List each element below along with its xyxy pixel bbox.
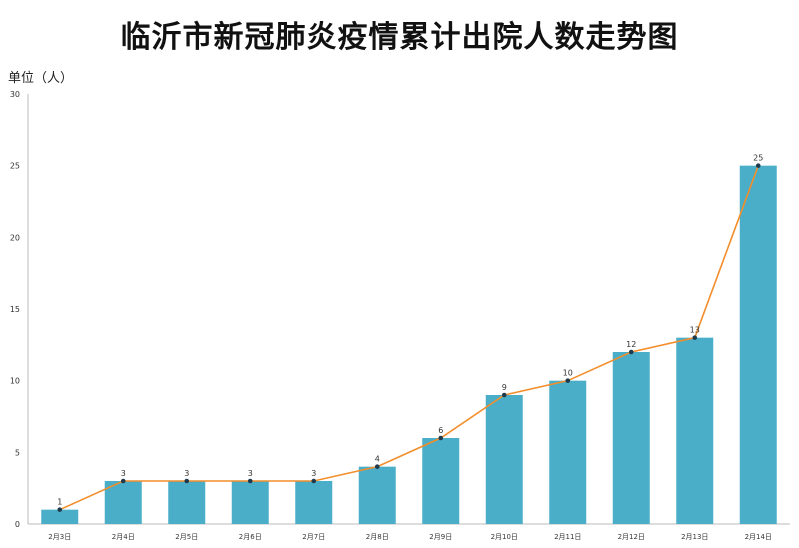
bar bbox=[168, 481, 206, 524]
data-label: 3 bbox=[121, 469, 126, 478]
line-point bbox=[311, 478, 317, 484]
y-tick-label: 10 bbox=[10, 377, 20, 386]
line-point bbox=[438, 435, 444, 441]
data-label: 25 bbox=[753, 154, 763, 163]
data-label: 4 bbox=[375, 455, 380, 464]
line-point bbox=[501, 392, 507, 398]
x-tick-label: 2月9日 bbox=[429, 533, 452, 541]
bar bbox=[422, 438, 460, 524]
data-label: 9 bbox=[502, 383, 507, 392]
line-point bbox=[628, 349, 634, 355]
bar bbox=[231, 481, 269, 524]
bar bbox=[612, 352, 650, 524]
y-tick-label: 15 bbox=[10, 305, 20, 314]
data-label: 3 bbox=[184, 469, 189, 478]
x-tick-label: 2月3日 bbox=[48, 533, 71, 541]
x-tick-label: 2月6日 bbox=[239, 533, 262, 541]
bar bbox=[485, 395, 523, 524]
x-tick-label: 2月4日 bbox=[112, 533, 135, 541]
series-line bbox=[59, 165, 760, 511]
x-tick-label: 2月5日 bbox=[175, 533, 198, 541]
y-axis-unit-label: 单位（人） bbox=[8, 71, 74, 86]
data-label: 3 bbox=[311, 469, 316, 478]
bar bbox=[676, 337, 714, 524]
line-point bbox=[57, 507, 63, 512]
line-point bbox=[565, 378, 571, 383]
bar bbox=[104, 481, 142, 524]
x-tick-label: 2月8日 bbox=[366, 533, 389, 541]
data-label: 1 bbox=[57, 498, 62, 507]
data-label: 13 bbox=[690, 326, 700, 335]
line-point bbox=[247, 478, 253, 484]
data-label: 10 bbox=[563, 369, 573, 378]
bar bbox=[549, 380, 587, 524]
y-tick-label: 30 bbox=[10, 90, 20, 99]
data-label: 6 bbox=[438, 426, 443, 435]
bar bbox=[358, 466, 396, 524]
y-tick-label: 0 bbox=[15, 520, 20, 529]
bar bbox=[295, 481, 333, 524]
chart-title: 临沂市新冠肺炎疫情累计出院人数走势图 bbox=[120, 20, 679, 55]
data-label: 3 bbox=[248, 469, 253, 478]
data-label: 12 bbox=[626, 340, 636, 349]
x-tick-label: 2月13日 bbox=[681, 533, 708, 541]
line-point bbox=[184, 478, 190, 484]
y-tick-label: 20 bbox=[10, 233, 20, 242]
x-tick-label: 2月10日 bbox=[491, 533, 518, 541]
x-tick-label: 2月14日 bbox=[745, 533, 772, 541]
y-tick-label: 25 bbox=[10, 162, 20, 171]
x-tick-label: 2月11日 bbox=[554, 533, 581, 541]
bar bbox=[739, 165, 777, 524]
line-point bbox=[120, 478, 126, 484]
x-tick-label: 2月12日 bbox=[618, 533, 645, 541]
x-tick-label: 2月7日 bbox=[302, 533, 325, 541]
bar bbox=[41, 509, 79, 524]
line-point bbox=[374, 464, 380, 469]
line-point bbox=[692, 335, 698, 340]
line-point bbox=[755, 163, 761, 168]
y-tick-label: 5 bbox=[15, 448, 20, 457]
